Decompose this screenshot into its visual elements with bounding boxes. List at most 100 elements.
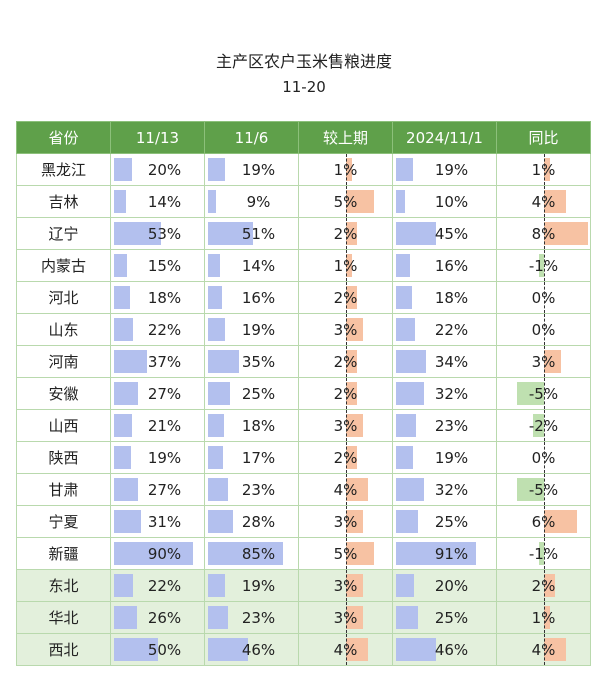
cell-yoy-axis — [544, 282, 545, 313]
cell-116-bar — [208, 414, 224, 437]
cell-116-label: 17% — [241, 448, 276, 467]
column-header-1113: 11/13 — [110, 121, 205, 154]
cell-change-label: 2% — [333, 352, 358, 371]
cell-116-bar — [208, 510, 233, 533]
cell-yoy-bar — [533, 414, 544, 437]
province-name: 山东 — [16, 313, 111, 346]
cell-1113: 27% — [110, 377, 205, 410]
cell-change-axis — [346, 570, 347, 601]
cell-1113: 53% — [110, 217, 205, 250]
cell-116-bar — [208, 606, 229, 629]
cell-1113-bar — [114, 446, 131, 469]
cell-change-label: 3% — [333, 608, 358, 627]
cell-change-label: 2% — [333, 448, 358, 467]
cell-1113: 18% — [110, 281, 205, 314]
cell-change-label: 3% — [333, 512, 358, 531]
column-header-2024: 2024/11/1 — [392, 121, 497, 154]
cell-2024-bar — [396, 414, 417, 437]
cell-116-bar — [208, 158, 225, 181]
province-name: 甘肃 — [16, 473, 111, 506]
cell-2024-bar — [396, 510, 418, 533]
cell-116: 23% — [204, 601, 299, 634]
cell-116-label: 16% — [241, 288, 276, 307]
table-row: 宁夏 31% 28% 3% 25% 6% — [16, 505, 591, 538]
cell-2024-label: 19% — [434, 448, 469, 467]
cell-yoy-axis — [544, 474, 545, 505]
cell-2024: 46% — [392, 633, 497, 666]
cell-116-bar — [208, 190, 216, 213]
cell-change-bar — [346, 638, 368, 661]
cell-2024-bar — [396, 478, 425, 501]
cell-1113-label: 14% — [147, 192, 182, 211]
cell-116-label: 51% — [241, 224, 276, 243]
cell-yoy-axis — [544, 154, 545, 185]
cell-yoy: 0% — [496, 313, 591, 346]
cell-change-bar — [346, 286, 357, 309]
cell-2024-label: 46% — [434, 640, 469, 659]
cell-change-label: 2% — [333, 224, 358, 243]
cell-116: 19% — [204, 153, 299, 186]
cell-yoy-axis — [544, 314, 545, 345]
table-row: 内蒙古 15% 14% 1% 16% -1% — [16, 249, 591, 282]
cell-1113-label: 15% — [147, 256, 182, 275]
table-row: 东北 22% 19% 3% 20% 2% — [16, 569, 591, 602]
cell-change-bar — [346, 222, 357, 245]
cell-yoy-axis — [544, 218, 545, 249]
cell-yoy-bar — [544, 350, 561, 373]
cell-yoy: 4% — [496, 633, 591, 666]
cell-yoy: -5% — [496, 473, 591, 506]
cell-1113-bar — [114, 510, 142, 533]
cell-yoy-bar — [516, 478, 544, 501]
cell-116-label: 46% — [241, 640, 276, 659]
cell-116-label: 35% — [241, 352, 276, 371]
cell-change-bar — [346, 446, 357, 469]
cell-yoy-bar — [544, 574, 555, 597]
cell-1113-label: 90% — [147, 544, 182, 563]
cell-116: 19% — [204, 313, 299, 346]
cell-yoy: 1% — [496, 153, 591, 186]
cell-yoy-label: 0% — [531, 320, 556, 339]
table-row: 河北 18% 16% 2% 18% 0% — [16, 281, 591, 314]
cell-1113: 27% — [110, 473, 205, 506]
cell-2024-label: 91% — [434, 544, 469, 563]
cell-116: 46% — [204, 633, 299, 666]
cell-2024: 22% — [392, 313, 497, 346]
table-row: 陕西 19% 17% 2% 19% 0% — [16, 441, 591, 474]
cell-116-label: 23% — [241, 480, 276, 499]
cell-yoy-label: 1% — [531, 160, 556, 179]
cell-yoy-bar — [544, 222, 588, 245]
cell-yoy-axis — [544, 410, 545, 441]
cell-change: 3% — [298, 601, 393, 634]
cell-1113: 14% — [110, 185, 205, 218]
cell-yoy-axis — [544, 186, 545, 217]
cell-1113-bar — [114, 606, 137, 629]
cell-2024-bar — [396, 350, 426, 373]
cell-change-axis — [346, 410, 347, 441]
cell-116-bar — [208, 638, 249, 661]
cell-116: 9% — [204, 185, 299, 218]
cell-yoy-label: -1% — [528, 256, 559, 275]
cell-1113: 19% — [110, 441, 205, 474]
cell-yoy-label: 2% — [531, 576, 556, 595]
cell-116: 16% — [204, 281, 299, 314]
cell-116: 19% — [204, 569, 299, 602]
cell-116: 35% — [204, 345, 299, 378]
cell-116-bar — [208, 446, 223, 469]
table-row: 黑龙江 20% 19% 1% 19% 1% — [16, 153, 591, 186]
cell-yoy-axis — [544, 442, 545, 473]
cell-1113: 22% — [110, 313, 205, 346]
cell-2024-label: 32% — [434, 480, 469, 499]
province-name: 宁夏 — [16, 505, 111, 538]
cell-1113: 26% — [110, 601, 205, 634]
cell-116: 23% — [204, 473, 299, 506]
cell-change: 3% — [298, 313, 393, 346]
cell-yoy-axis — [544, 634, 545, 665]
cell-change-axis — [346, 346, 347, 377]
cell-1113-label: 20% — [147, 160, 182, 179]
cell-change-label: 3% — [333, 320, 358, 339]
cell-yoy-axis — [544, 346, 545, 377]
cell-yoy-axis — [544, 602, 545, 633]
cell-1113-bar — [114, 574, 134, 597]
cell-1113-bar — [114, 638, 158, 661]
cell-change-bar — [346, 606, 363, 629]
